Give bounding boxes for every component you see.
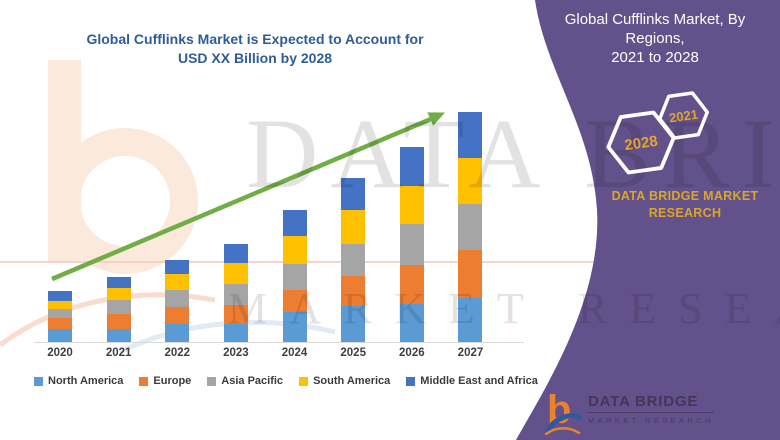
legend-swatch-icon <box>207 376 217 386</box>
hexagon-2021-badge: 2021 <box>657 91 710 140</box>
legend-label: Asia Pacific <box>221 375 284 387</box>
databridge-logo-icon: b <box>545 388 581 435</box>
panel-heading-line1: Global Cufflinks Market, By Regions, <box>564 11 746 47</box>
x-axis-line <box>34 342 524 343</box>
logo-sub-line: MARKET RESEARCH <box>588 416 714 425</box>
chart-title-line1: Global Cufflinks Market is Expected to A… <box>86 31 424 47</box>
hexagon-badges: 2028 2021 <box>606 91 710 175</box>
legend-swatch-icon <box>299 376 309 386</box>
databridge-logo-text: DATA BRIDGE MARKET RESEARCH <box>588 387 714 425</box>
panel-heading: Global Cufflinks Market, By Regions, 202… <box>535 10 775 67</box>
chart-title-line2: USD XX Billion by 2028 <box>177 50 333 66</box>
legend-label: South America <box>313 375 391 387</box>
watermark-text-row1: DATA BRIDGE <box>246 98 780 209</box>
databridge-logo: b DATA BRIDGE MARKET RESEARCH <box>545 387 714 435</box>
legend-swatch-icon <box>406 376 416 386</box>
legend-item-europe: Europe <box>139 375 191 387</box>
chart-legend: North America Europe Asia Pacific South Ame… <box>34 375 538 387</box>
panel-heading-line2: 2021 to 2028 <box>611 49 699 66</box>
legend-item-south-america: South America <box>299 375 390 387</box>
legend-swatch-icon <box>34 376 43 386</box>
legend-label: North America <box>48 375 124 387</box>
hexagon-2021-label: 2021 <box>668 107 699 126</box>
chart-title: Global Cufflinks Market is Expected to A… <box>30 30 480 68</box>
legend-item-north-america: North America <box>34 375 123 387</box>
legend-item-asia-pacific: Asia Pacific <box>207 375 283 387</box>
hexagon-2028-badge: 2028 <box>606 110 676 175</box>
hexagon-2028-label: 2028 <box>623 133 658 154</box>
legend-item-middle-east-and-africa: Middle East and Africa <box>406 375 538 387</box>
panel-brand-line2: RESEARCH <box>648 206 722 220</box>
legend-swatch-icon <box>139 376 149 386</box>
logo-name-line: DATA BRIDGE <box>588 393 714 413</box>
watermark-text-row2: MARKET RESEARCH <box>228 284 780 333</box>
legend-label: Middle East and Africa <box>420 375 538 387</box>
panel-brand-line1: DATA BRIDGE MARKET <box>611 189 759 203</box>
panel-brand-name: DATA BRIDGE MARKET RESEARCH <box>585 188 780 222</box>
legend-label: Europe <box>153 375 192 387</box>
